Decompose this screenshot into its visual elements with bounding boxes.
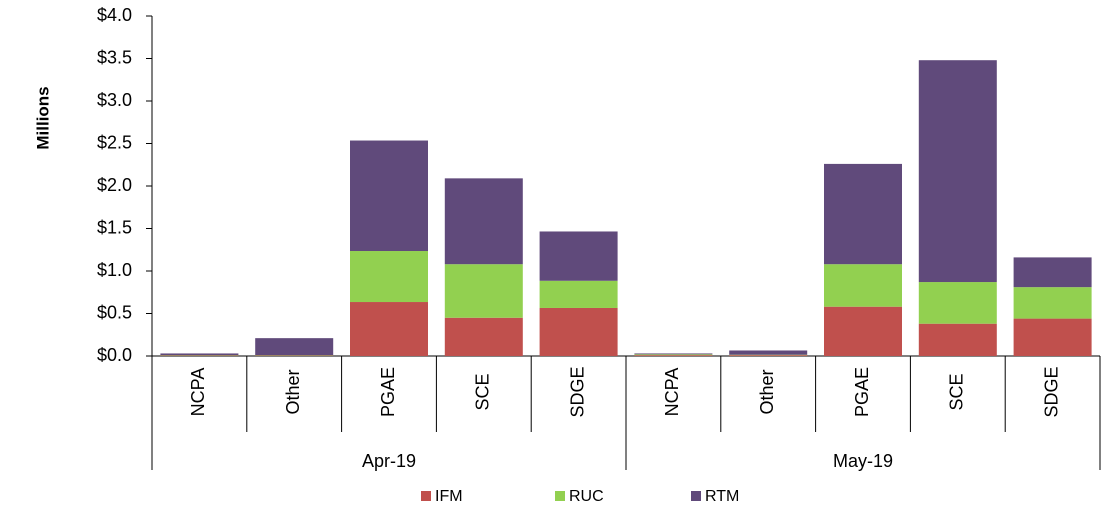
bar-segment [444,264,523,318]
bar-segment [824,163,902,265]
bar-segment [539,307,618,356]
bar-segment [444,317,523,356]
legend-label: IFM [435,488,463,505]
bar-segment [824,306,902,356]
bar-segment [350,140,428,252]
bar-segment [539,280,618,308]
x-tick-label: SDGE [567,366,587,417]
legend-label: RUC [569,488,604,505]
x-tick-label: Other [283,369,303,414]
bar-segment [918,323,997,356]
group-label: Apr-19 [362,451,416,471]
bar-segment [255,338,334,356]
y-tick-label: $0.0 [97,345,132,365]
y-axis-label: Millions [33,86,52,149]
legend-label: RTM [705,488,739,505]
x-tick-label: Other [757,369,777,414]
x-tick-label: PGAE [378,367,398,417]
y-tick-label: $0.5 [97,302,132,322]
bar-segment [634,354,713,356]
group-label: May-19 [833,451,893,471]
bar-segment [350,251,428,303]
legend-swatch [691,491,701,501]
bar-segment [1013,287,1092,319]
bar-segment [444,178,523,265]
bar-segment [729,350,808,355]
bar-segment [634,353,713,355]
bar-segment [824,264,902,307]
bar-segment [918,282,997,324]
x-tick-label: NCPA [188,368,208,417]
legend-swatch [421,491,431,501]
y-tick-label: $1.0 [97,260,132,280]
bar-segment [1013,318,1092,356]
x-tick-label: SCE [947,373,967,410]
y-tick-label: $2.0 [97,175,132,195]
bar-segment [729,355,808,356]
bar-segment [1013,257,1092,288]
legend-swatch [555,491,565,501]
y-tick-label: $1.5 [97,217,132,237]
y-tick-label: $3.5 [97,47,132,67]
y-tick-label: $2.5 [97,132,132,152]
bar-segment [539,231,618,281]
x-tick-label: PGAE [852,367,872,417]
x-tick-label: NCPA [662,368,682,417]
y-tick-label: $4.0 [97,5,132,25]
x-tick-label: SCE [473,373,493,410]
bar-segment [634,355,713,356]
bar-segment [350,302,428,356]
y-tick-label: $3.0 [97,90,132,110]
bar-segment [160,353,239,356]
x-tick-label: SDGE [1041,366,1061,417]
bar-segment [918,60,997,283]
